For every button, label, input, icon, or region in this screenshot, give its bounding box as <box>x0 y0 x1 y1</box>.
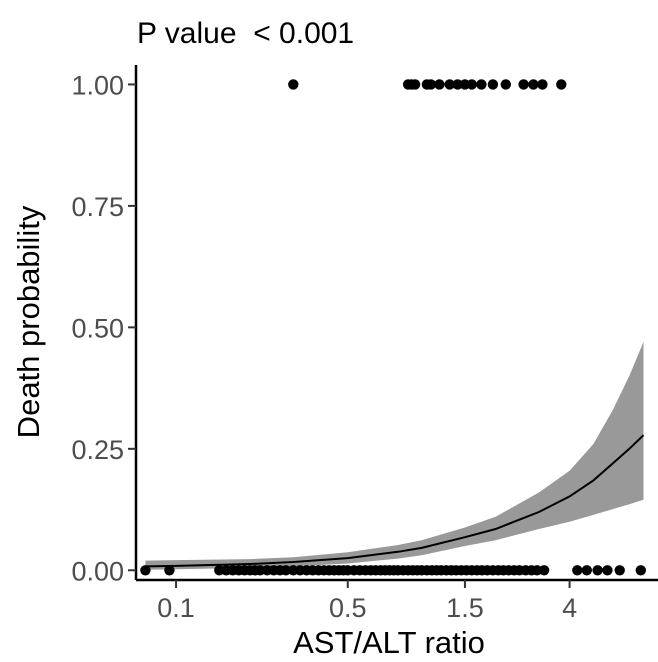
chart-title: P value < 0.001 <box>137 17 354 50</box>
data-point <box>466 79 477 90</box>
ticks-layer: 0.00 0.25 0.50 0.75 1.00 0.1 0.5 1.5 4 <box>71 70 577 623</box>
y-tick-label: 0.75 <box>71 192 124 222</box>
y-tick-label: 0.00 <box>71 556 124 586</box>
data-point <box>518 79 529 90</box>
data-point <box>537 79 548 90</box>
data-point <box>280 565 292 576</box>
data-point <box>164 565 175 576</box>
y-tick-label: 0.25 <box>71 435 124 465</box>
data-point <box>409 79 421 90</box>
y-tick-label: 1.00 <box>71 70 124 100</box>
data-point <box>614 565 625 576</box>
data-point <box>635 565 646 576</box>
data-point <box>538 565 550 576</box>
data-point <box>592 565 603 576</box>
confidence-band-layer <box>145 341 644 570</box>
data-point <box>581 565 592 576</box>
x-tick-label: 0.1 <box>157 593 195 623</box>
confidence-band <box>145 341 644 570</box>
data-point <box>444 79 455 90</box>
data-point <box>434 79 445 90</box>
data-point <box>425 79 437 90</box>
data-point <box>487 79 499 90</box>
x-axis-label: AST/ALT ratio <box>293 625 485 660</box>
fit-line-layer <box>145 434 645 568</box>
data-point <box>500 79 511 90</box>
x-tick-label: 1.5 <box>446 593 484 623</box>
data-point <box>572 565 583 576</box>
data-point <box>602 565 613 576</box>
data-point <box>556 79 567 90</box>
x-tick-label: 0.5 <box>329 593 367 623</box>
data-point <box>452 79 463 90</box>
data-point <box>528 79 539 90</box>
data-point <box>140 565 151 576</box>
y-axis-label: Death probability <box>11 205 46 438</box>
fit-line <box>145 434 645 568</box>
x-tick-label: 4 <box>562 593 577 623</box>
data-point <box>288 79 299 90</box>
points-layer <box>140 79 646 576</box>
y-tick-label: 0.50 <box>71 313 124 343</box>
data-point <box>476 79 487 90</box>
